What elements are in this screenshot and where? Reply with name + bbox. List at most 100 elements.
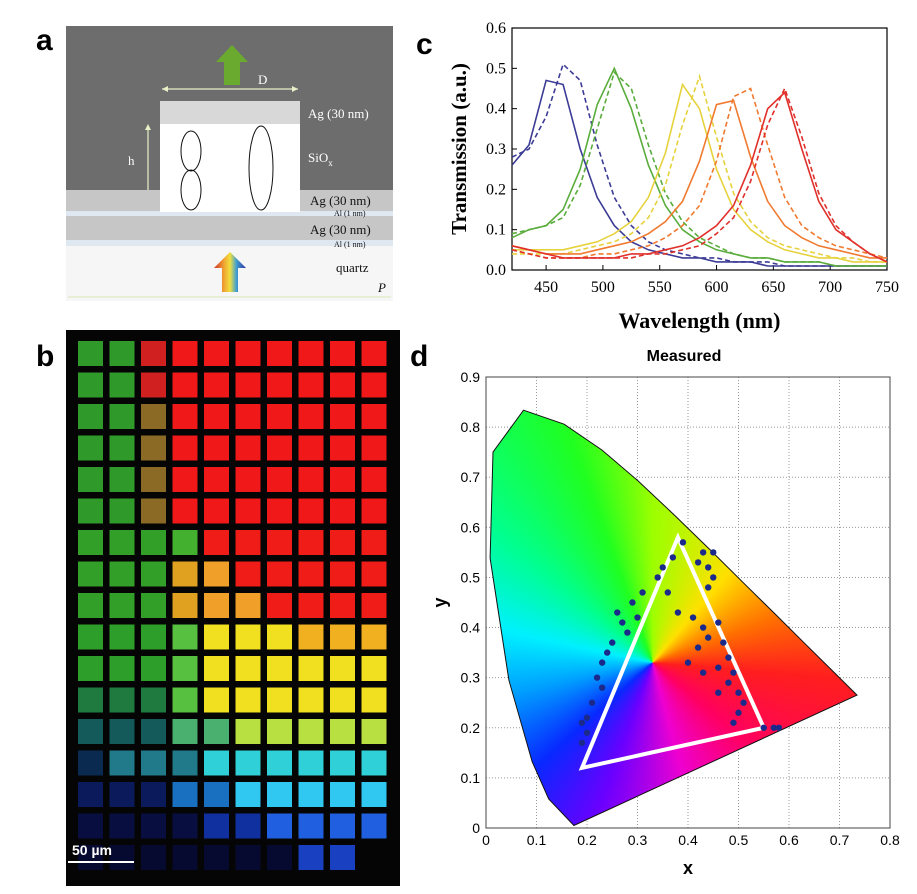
y-tick-label: 0.2 [461,720,481,736]
pixel-square [298,404,324,429]
pixel-square [361,341,387,366]
pixel-square [141,498,166,524]
pixel-square [361,467,387,492]
pixel-square [298,593,324,618]
pixel-square [78,561,103,587]
data-point [664,589,671,596]
pixel-square [361,372,387,398]
pixel-square [361,498,387,524]
pixel-square [141,813,166,839]
x-tick-label: 0.7 [830,832,850,848]
pixel-square [330,372,355,398]
dimension-label: P [377,280,386,295]
pixel-square [235,845,261,870]
pixel-square [109,467,135,492]
panel-label: a [36,24,53,57]
data-point [593,674,601,681]
micrograph [66,330,400,886]
pixel-square [361,656,387,681]
x-tick-label: 450 [534,279,558,296]
panel-label: b [36,340,54,373]
data-point [715,619,722,626]
spectrum-line [511,62,887,267]
pixel-square [172,750,198,776]
pixel-square [298,845,324,870]
pixel-square [330,561,355,587]
pixel-square [78,624,103,650]
structure-diagram: D Ag (30 nm) h SiOx Ag (30 nm) Al (1 nm)… [66,26,393,301]
pixel-square [361,435,387,461]
pixel-square [78,719,103,744]
x-tick-label: 0.3 [628,832,648,848]
x-tick-label: 0.2 [577,832,597,848]
x-tick-label: 0.5 [729,832,749,848]
data-point [604,649,611,656]
mode-shape [248,125,274,211]
pixel-square [204,372,229,398]
spectrum-line [511,70,887,267]
pixel-square [298,341,324,366]
data-point [674,609,682,616]
pixel-square [361,782,387,807]
data-point [583,714,591,721]
pixel-square [267,372,292,398]
x-tick-label: 700 [818,279,842,296]
pixel-square [204,719,229,744]
pixel-square [172,561,198,587]
pixel-square [330,341,355,366]
pixel-square [267,719,292,744]
data-point [775,724,783,731]
layer-label: SiOx [308,150,333,168]
data-point [619,619,626,626]
pixel-square [204,530,229,555]
pixel-square [361,530,387,555]
pixel-square [172,813,198,839]
pixel-square [141,782,166,807]
data-point [689,614,697,621]
pixel-square [235,561,261,587]
y-tick-label: 0.8 [461,419,481,435]
pixel-square [361,593,387,618]
data-point [684,659,692,666]
x-axis-label: x [683,858,693,878]
data-point [730,719,737,726]
pixel-square [204,782,229,807]
data-point [730,669,737,676]
y-tick-label: 0.4 [486,101,506,118]
data-point [578,739,586,747]
input-arrow [214,252,246,292]
y-tick-label: 0.5 [486,60,506,77]
data-point [598,659,606,666]
x-tick-label: 650 [761,279,785,296]
pixel-square [235,687,261,713]
pixel-square [298,687,324,713]
pixel-square [78,845,103,870]
pixel-square [204,750,229,776]
data-point [720,639,727,646]
pixel-square [361,813,387,839]
mode-shape [180,169,202,211]
y-tick-label: 0.3 [486,141,506,158]
x-tick-label: 0 [482,832,490,848]
x-tick-label: 0.4 [678,832,698,848]
pixel-square [78,530,103,555]
pixel-square [109,561,135,587]
pixel-square [172,782,198,807]
pixel-square [298,530,324,555]
panel-label: d [410,340,428,373]
pixel-square [204,467,229,492]
x-tick-label: 0.8 [880,832,900,848]
data-point [735,709,742,716]
pixel-square [109,404,135,429]
data-point [735,689,742,696]
ag-layer [66,216,393,240]
data-point [694,559,702,566]
x-tick-label: 0.1 [527,832,547,848]
pixel-square [109,624,135,650]
data-point [694,644,702,651]
data-point [609,639,616,646]
data-point [725,654,732,661]
pixel-square [267,813,292,839]
pixel-square [141,719,166,744]
